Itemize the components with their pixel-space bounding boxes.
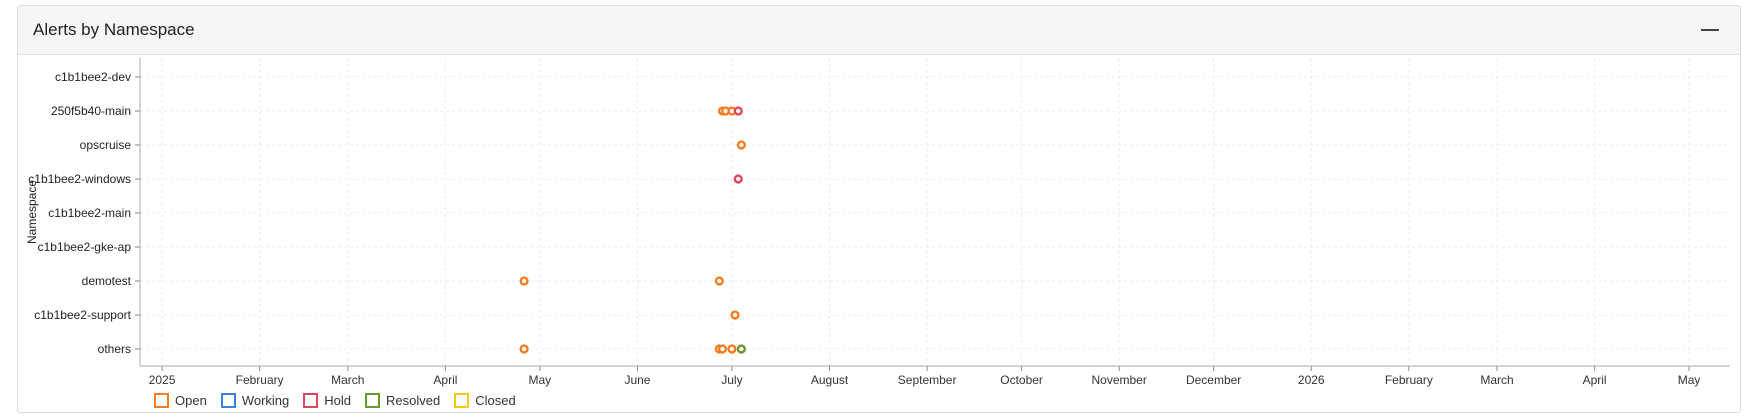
legend-item[interactable]: Hold <box>303 392 352 408</box>
y-tick-label: 250f5b40-main <box>51 104 131 118</box>
x-tick-label: April <box>433 373 457 387</box>
legend-swatch <box>303 392 319 408</box>
y-tick-label: c1b1bee2-dev <box>55 70 131 84</box>
legend-label: Working <box>241 392 290 408</box>
data-point <box>727 344 737 354</box>
x-tick-label: February <box>1385 373 1433 387</box>
x-tick-label: June <box>624 373 650 387</box>
x-tick-label: March <box>331 373 364 387</box>
legend-item[interactable]: Working <box>220 392 290 408</box>
data-point <box>736 140 746 150</box>
legend-item[interactable]: Resolved <box>365 392 441 408</box>
y-tick-label: demotest <box>82 274 132 288</box>
legend-label: Open <box>175 392 207 408</box>
minus-icon[interactable] <box>1698 18 1722 42</box>
legend-swatch <box>154 392 169 408</box>
x-tick-label: March <box>1480 373 1513 387</box>
chart-legend: Open Working Hold Resolved Closed <box>154 391 530 409</box>
legend-swatch <box>220 392 236 408</box>
panel-title: Alerts by Namespace <box>33 20 195 39</box>
x-tick-label: May <box>529 373 552 387</box>
legend-label: Closed <box>475 392 516 408</box>
y-axis-title: Namespace <box>25 180 39 244</box>
x-tick-label: 2025 <box>149 373 176 387</box>
x-tick-label: August <box>811 373 849 387</box>
y-tick-label: c1b1bee2-windows <box>28 172 131 186</box>
x-tick-label: December <box>1186 373 1241 387</box>
y-tick-label: opscruise <box>80 138 132 152</box>
x-tick-label: October <box>1000 373 1043 387</box>
legend-item[interactable]: Closed <box>454 392 516 408</box>
y-tick-label: c1b1bee2-support <box>34 308 131 322</box>
data-point <box>519 344 529 354</box>
x-tick-label: May <box>1678 373 1701 387</box>
legend-swatch <box>454 392 470 408</box>
x-tick-label: February <box>236 373 284 387</box>
legend-label: Hold <box>324 392 352 408</box>
x-tick-label: November <box>1092 373 1147 387</box>
panel-header: Alerts by Namespace <box>18 6 1740 55</box>
data-point <box>519 276 529 286</box>
y-tick-label: c1b1bee2-gke-ap <box>38 240 132 254</box>
x-tick-label: September <box>898 373 957 387</box>
alerts-panel: Alerts by Namespace <box>17 5 1741 413</box>
data-point <box>733 174 743 184</box>
legend-swatch <box>365 392 381 408</box>
x-tick-label: April <box>1583 373 1607 387</box>
legend-item[interactable]: Open <box>154 392 207 408</box>
collapse-bar <box>1701 29 1719 31</box>
x-tick-label: 2026 <box>1298 373 1325 387</box>
data-point <box>730 310 740 320</box>
data-point <box>736 344 746 354</box>
x-tick-label: July <box>721 373 742 387</box>
y-tick-label: others <box>98 342 131 356</box>
data-point <box>714 276 724 286</box>
data-point <box>717 344 728 354</box>
y-tick-label: c1b1bee2-main <box>48 206 131 220</box>
data-point <box>733 106 743 116</box>
legend-label: Resolved <box>386 392 441 408</box>
